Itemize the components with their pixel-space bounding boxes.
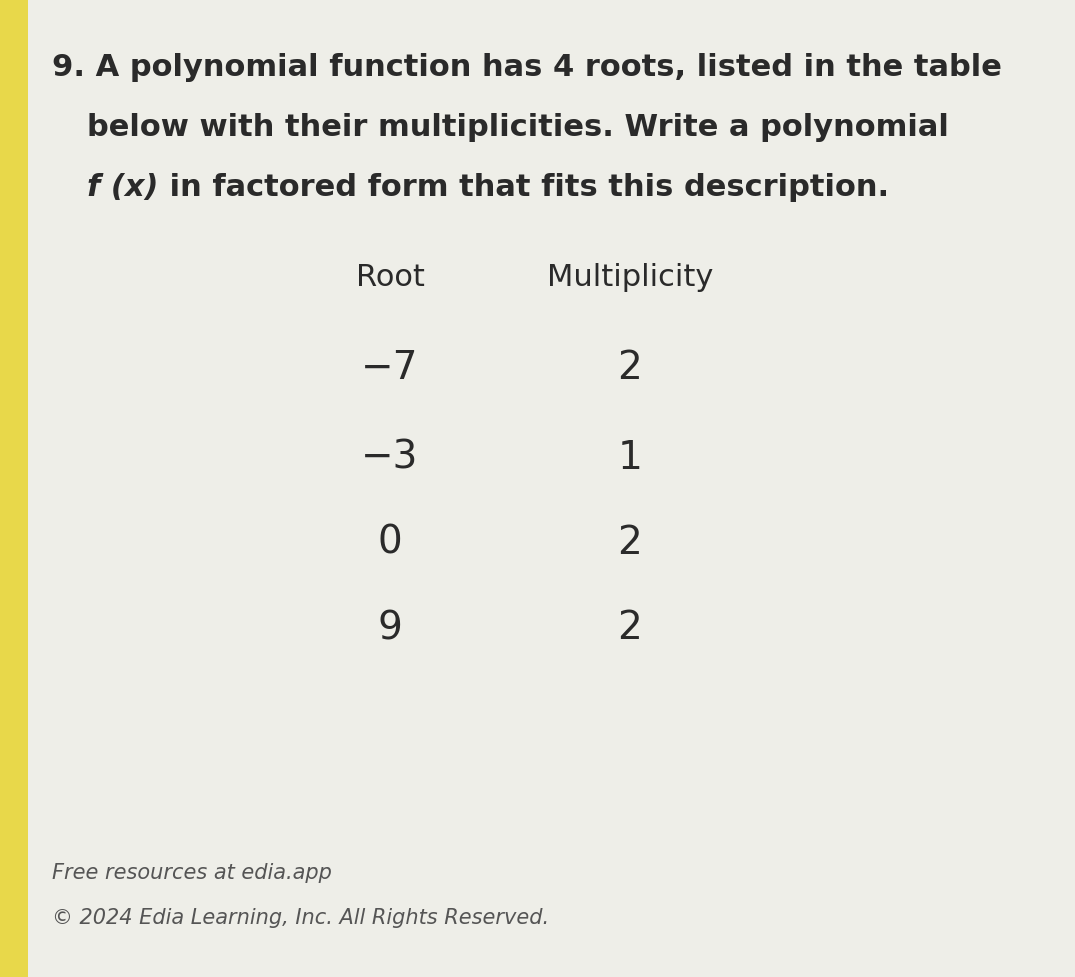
Text: 9. A polynomial function has 4 roots, listed in the table: 9. A polynomial function has 4 roots, li… xyxy=(52,53,1002,82)
Text: Root: Root xyxy=(356,263,425,292)
Text: Free resources at edia.app: Free resources at edia.app xyxy=(52,862,332,882)
Text: below with their multiplicities. Write a polynomial: below with their multiplicities. Write a… xyxy=(87,113,949,142)
Text: 9: 9 xyxy=(377,609,402,647)
Text: 2: 2 xyxy=(618,609,643,647)
Text: © 2024 Edia Learning, Inc. All Rights Reserved.: © 2024 Edia Learning, Inc. All Rights Re… xyxy=(52,907,549,927)
Text: Multiplicity: Multiplicity xyxy=(547,263,713,292)
Text: f (x): f (x) xyxy=(87,173,158,202)
Text: 0: 0 xyxy=(377,524,402,562)
Text: 2: 2 xyxy=(618,524,643,562)
Text: −7: −7 xyxy=(361,349,419,387)
Text: −3: −3 xyxy=(361,439,418,477)
Text: in factored form that fits this description.: in factored form that fits this descript… xyxy=(159,173,889,202)
Text: 2: 2 xyxy=(618,349,643,387)
Text: 1: 1 xyxy=(617,439,643,477)
Bar xyxy=(0,0,28,977)
